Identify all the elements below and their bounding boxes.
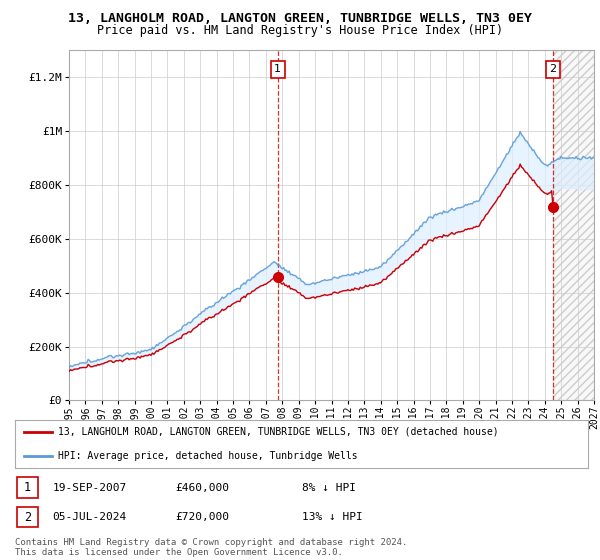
Text: 2: 2	[550, 64, 557, 74]
Text: £720,000: £720,000	[175, 512, 229, 522]
FancyBboxPatch shape	[17, 478, 38, 498]
Text: £460,000: £460,000	[175, 483, 229, 493]
Text: 2: 2	[24, 511, 31, 524]
Text: 1: 1	[24, 481, 31, 494]
Text: 13, LANGHOLM ROAD, LANGTON GREEN, TUNBRIDGE WELLS, TN3 0EY: 13, LANGHOLM ROAD, LANGTON GREEN, TUNBRI…	[68, 12, 532, 25]
Text: 19-SEP-2007: 19-SEP-2007	[52, 483, 127, 493]
Bar	[553, 50, 594, 400]
Text: 1: 1	[274, 64, 281, 74]
FancyBboxPatch shape	[17, 507, 38, 528]
Text: 05-JUL-2024: 05-JUL-2024	[52, 512, 127, 522]
Text: 13, LANGHOLM ROAD, LANGTON GREEN, TUNBRIDGE WELLS, TN3 0EY (detached house): 13, LANGHOLM ROAD, LANGTON GREEN, TUNBRI…	[58, 427, 499, 437]
Text: Price paid vs. HM Land Registry's House Price Index (HPI): Price paid vs. HM Land Registry's House …	[97, 24, 503, 36]
Text: 13% ↓ HPI: 13% ↓ HPI	[302, 512, 362, 522]
Bar	[553, 50, 594, 400]
Text: Contains HM Land Registry data © Crown copyright and database right 2024.
This d: Contains HM Land Registry data © Crown c…	[15, 538, 407, 557]
Text: HPI: Average price, detached house, Tunbridge Wells: HPI: Average price, detached house, Tunb…	[58, 451, 358, 461]
Text: 8% ↓ HPI: 8% ↓ HPI	[302, 483, 355, 493]
